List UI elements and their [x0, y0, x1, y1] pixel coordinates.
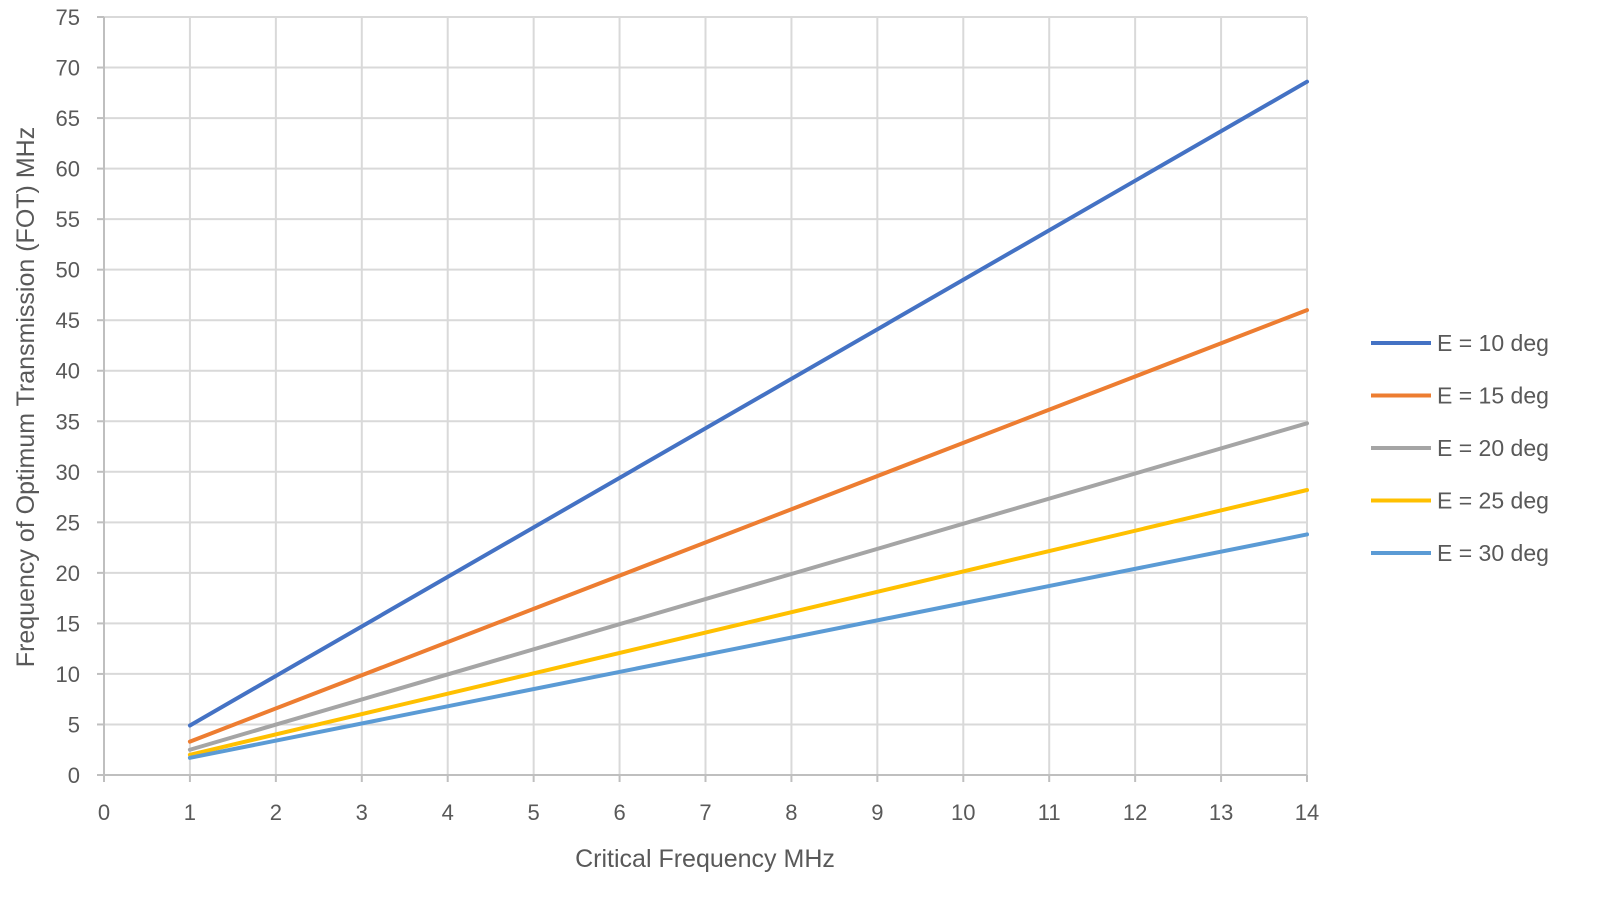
y-tick-label: 35 — [56, 409, 80, 434]
x-tick-label: 11 — [1038, 800, 1061, 825]
y-tick-label: 25 — [56, 510, 80, 535]
x-tick-label: 6 — [613, 800, 625, 825]
y-tick-label: 60 — [56, 157, 80, 182]
series-line-1 — [187, 79, 1309, 728]
y-tick-label: 20 — [56, 561, 80, 586]
y-tick-label: 65 — [56, 106, 80, 131]
x-tick-label: 12 — [1123, 800, 1147, 825]
x-tick-label: 7 — [699, 800, 711, 825]
y-tick-label: 30 — [56, 460, 80, 485]
y-tick-label: 40 — [56, 359, 80, 384]
legend-label-3: E = 20 deg — [1437, 435, 1549, 461]
x-tick-label: 14 — [1295, 800, 1319, 825]
y-tick-label: 55 — [56, 207, 80, 232]
x-tick-label: 4 — [442, 800, 454, 825]
series-line-3 — [187, 421, 1309, 752]
y-tick-label: 10 — [56, 662, 80, 687]
y-tick-label: 45 — [56, 308, 80, 333]
x-tick-label: 1 — [184, 800, 196, 825]
grid — [104, 16, 1308, 775]
x-tick-label: 13 — [1209, 800, 1233, 825]
y-tick-label: 5 — [68, 712, 80, 737]
x-tick-label: 3 — [356, 800, 368, 825]
legend-label-4: E = 25 deg — [1437, 488, 1549, 514]
series-line-2 — [187, 308, 1309, 744]
axes — [97, 16, 1308, 782]
legend-label-5: E = 30 deg — [1437, 540, 1549, 566]
y-tick-label: 50 — [56, 258, 80, 283]
series-line-4 — [187, 487, 1309, 757]
legend-label-1: E = 10 deg — [1437, 330, 1549, 356]
x-tick-label: 2 — [270, 800, 282, 825]
series-lines — [187, 79, 1309, 760]
series-line-5 — [187, 532, 1309, 760]
x-tick-label: 0 — [98, 800, 110, 825]
x-tick-label: 5 — [528, 800, 540, 825]
x-tick-label: 9 — [871, 800, 883, 825]
y-tick-label: 15 — [56, 611, 80, 636]
legend: E = 10 deg E = 15 deg E = 20 deg E = 25 deg… — [1371, 330, 1549, 566]
legend-label-2: E = 15 deg — [1437, 383, 1549, 409]
x-axis-title: Critical Frequency MHz — [575, 845, 835, 873]
x-tick-label: 8 — [785, 800, 797, 825]
y-axis-title: Frequency of Optimum Transmission (FOT) … — [12, 127, 40, 667]
tick-labels: 0 1 2 3 4 5 6 7 8 9 10 11 12 13 1405101520253035404550… — [56, 5, 1320, 825]
y-tick-label: 0 — [68, 763, 80, 788]
x-tick-label: 10 — [951, 800, 975, 825]
y-tick-label: 70 — [56, 56, 80, 81]
y-tick-label: 75 — [56, 5, 80, 30]
